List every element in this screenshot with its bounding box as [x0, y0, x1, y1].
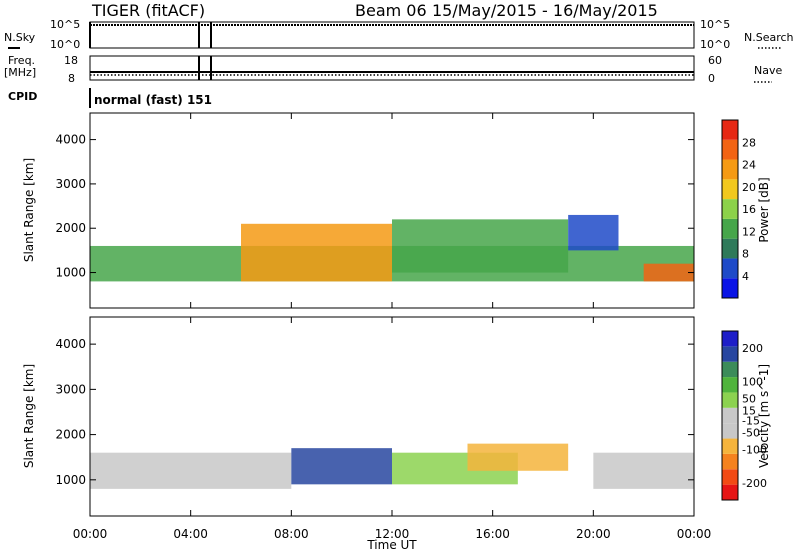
- search-tick-top: 10^5: [700, 18, 730, 31]
- power-colorbar-segment-4: [722, 199, 738, 219]
- power-colorbar-segment-0: [722, 278, 738, 298]
- search-tick-bottom: 10^0: [700, 38, 730, 51]
- velocity-panel: 1000 2000 3000 4000 00:00 04:00 08:00 12:00 16:0…: [22, 316, 771, 552]
- velocity-region-4: [593, 452, 694, 489]
- power-colorbar-segment-7: [722, 139, 738, 160]
- sky-label: N.Sky: [4, 31, 36, 44]
- xtick-label-2: 08:00: [274, 527, 309, 541]
- velocity-colorbar-segment-9: [722, 346, 738, 362]
- velocity-ytick-label-1: 2000: [55, 428, 86, 442]
- velocity-axes: 1000 2000 3000 4000 00:00 04:00 08:00 12:00 16:0…: [55, 317, 711, 541]
- nave-tick-bottom: 0: [708, 72, 715, 85]
- search-label: N.Search: [744, 31, 794, 44]
- velocity-colorbar-tick-1: 100: [742, 376, 763, 389]
- velocity-colorbar-segment-8: [722, 361, 738, 378]
- power-region-4: [643, 263, 694, 282]
- velocity-colorbar-segment-2: [722, 453, 738, 470]
- velocity-region-1: [291, 448, 392, 485]
- velocity-colorbar-segment-10: [722, 331, 738, 347]
- power-colorbar-segment-1: [722, 258, 738, 279]
- velocity-colorbar-segment-7: [722, 377, 738, 393]
- power-ytick-label-1: 2000: [55, 221, 86, 235]
- velocity-colorbar-tick-2: 50: [742, 393, 756, 406]
- velocity-colorbar-segment-5: [722, 407, 738, 424]
- freq-nave-frame: [89, 55, 695, 81]
- cpid-label: CPID: [8, 90, 37, 103]
- beam-label: Beam 06: [355, 1, 427, 20]
- velocity-colorbar-tick-6: -100: [742, 443, 767, 456]
- freq-label-2: [MHz]: [4, 66, 36, 79]
- sky-search-panel: N.Sky 10^5 10^0 10^5 10^0 N.Search: [4, 18, 794, 51]
- power-colorbar-segment-2: [722, 238, 738, 259]
- power-region-1: [241, 223, 392, 282]
- power-colorbar-label: Power [dB]: [757, 177, 771, 242]
- freq-nave-panel: Freq. [MHz] 18 8 60 0 Nave: [4, 54, 782, 85]
- nave-label: Nave: [754, 64, 782, 77]
- velocity-ylabel: Slant Range [km]: [22, 364, 36, 468]
- velocity-heatmap: [90, 443, 694, 489]
- power-colorbar-tick-3: 16: [742, 203, 756, 216]
- power-colorbar-tick-1: 8: [742, 248, 749, 261]
- power-heatmap: [90, 214, 694, 282]
- velocity-colorbar-tick-3: 15: [742, 404, 756, 417]
- power-axes: 1000 2000 3000 4000: [55, 113, 695, 308]
- velocity-colorbar-segment-1: [722, 469, 738, 485]
- xtick-label-1: 04:00: [173, 527, 208, 541]
- power-colorbar-tick-6: 28: [742, 136, 756, 149]
- velocity-colorbar-segment-3: [722, 438, 738, 454]
- power-colorbar-segment-6: [722, 159, 738, 180]
- xtick-label-4: 16:00: [475, 527, 510, 541]
- velocity-colorbar-frame: [721, 330, 739, 501]
- freq-label-1: Freq.: [8, 54, 35, 67]
- freq-tick-bottom: 8: [68, 72, 75, 85]
- sky-tick-top: 10^5: [50, 18, 80, 31]
- power-panel: 1000 2000 3000 4000 Slant Range [km] 4 8 12 16…: [22, 112, 771, 309]
- velocity-ytick-label-3: 4000: [55, 337, 86, 351]
- velocity-colorbar-tick-0: 200: [742, 342, 763, 355]
- date-range: 15/May/2015 - 16/May/2015: [432, 1, 658, 20]
- velocity-ytick-label-0: 1000: [55, 473, 86, 487]
- power-colorbar-segment-5: [722, 179, 738, 200]
- power-colorbar-tick-4: 20: [742, 181, 756, 194]
- power-ytick-label-3: 4000: [55, 133, 86, 147]
- velocity-region-3: [467, 443, 569, 471]
- velocity-colorbar-segment-6: [722, 392, 738, 408]
- nave-tick-top: 60: [708, 54, 722, 67]
- velocity-colorbar-segment-0: [722, 484, 738, 500]
- power-ytick-label-2: 3000: [55, 177, 86, 191]
- power-colorbar-frame: [721, 119, 739, 299]
- cpid-value: normal (fast) 151: [94, 93, 212, 107]
- xtick-label-0: 00:00: [73, 527, 108, 541]
- power-region-2: [392, 219, 569, 273]
- xtick-label-5: 20:00: [576, 527, 611, 541]
- velocity-ytick-label-2: 3000: [55, 382, 86, 396]
- power-colorbar: 4 8 12 16 20 24 28: [721, 119, 756, 299]
- radar-title: TIGER (fitACF): [91, 1, 205, 20]
- velocity-colorbar-tick-7: -200: [742, 477, 767, 490]
- xtick-label-3: 12:00: [375, 527, 410, 541]
- power-ytick-label-0: 1000: [55, 266, 86, 280]
- velocity-colorbar-segment-4: [722, 423, 738, 439]
- sky-tick-bottom: 10^0: [50, 38, 80, 51]
- power-colorbar-tick-0: 4: [742, 270, 749, 283]
- power-region-3: [568, 214, 619, 251]
- x-axis-label: Time UT: [366, 538, 417, 552]
- xtick-label-6: 00:00: [677, 527, 712, 541]
- power-colorbar-tick-5: 24: [742, 159, 756, 172]
- power-colorbar-segment-8: [722, 120, 738, 140]
- velocity-colorbar-label: Velocity [m s^-1]: [757, 364, 771, 468]
- freq-tick-top: 18: [64, 54, 78, 67]
- power-colorbar-segment-3: [722, 218, 738, 239]
- power-ylabel: Slant Range [km]: [22, 158, 36, 262]
- velocity-colorbar-tick-4: -15: [742, 415, 760, 428]
- velocity-region-0: [90, 452, 292, 489]
- velocity-colorbar-tick-5: -50: [742, 426, 760, 439]
- power-colorbar-tick-2: 12: [742, 225, 756, 238]
